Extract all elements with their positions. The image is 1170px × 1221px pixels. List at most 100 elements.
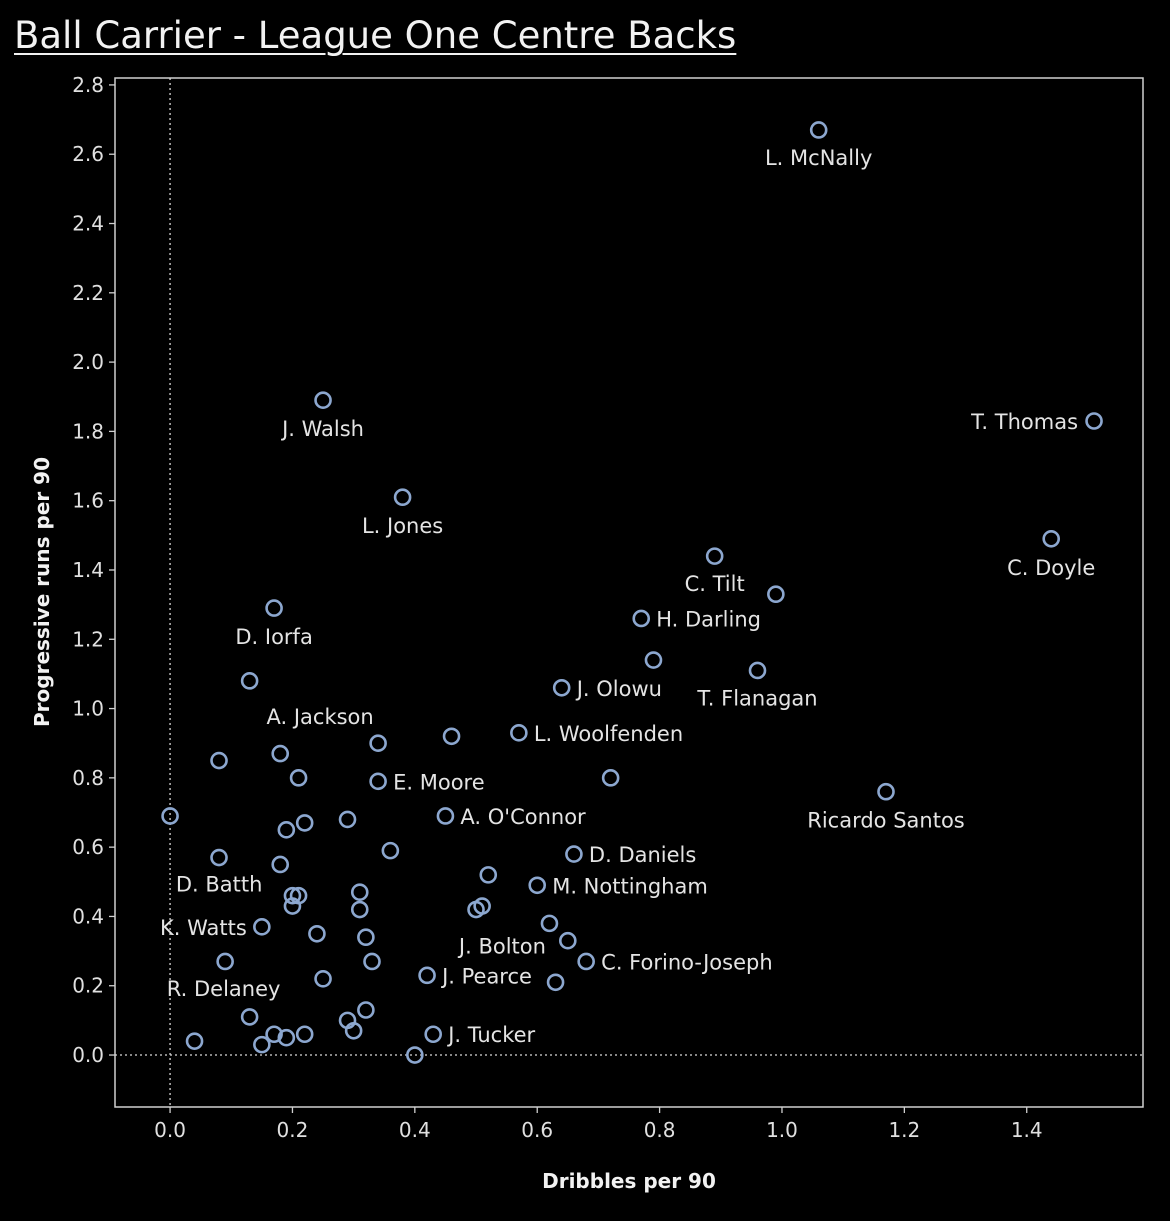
data-point[interactable] [308, 924, 326, 943]
chart-title: Ball Carrier - League One Centre Backs [14, 14, 737, 57]
point-label: D. Iorfa [235, 625, 312, 649]
data-point[interactable] [877, 782, 895, 801]
data-point[interactable] [210, 751, 228, 770]
data-point[interactable] [442, 727, 461, 746]
data-point[interactable] [393, 488, 412, 507]
data-point[interactable] [344, 1021, 363, 1040]
data-point[interactable] [314, 970, 332, 988]
y-tick-label: 0.0 [72, 1043, 104, 1067]
data-point[interactable] [510, 724, 528, 742]
y-tick-label: 0.2 [72, 974, 104, 998]
data-point[interactable] [295, 1025, 314, 1044]
y-tick-label: 1.2 [72, 627, 104, 651]
y-tick-label: 2.6 [72, 142, 104, 166]
data-point[interactable] [1085, 412, 1103, 430]
data-point[interactable] [406, 1046, 424, 1064]
data-point[interactable] [210, 848, 228, 867]
data-point[interactable] [418, 966, 436, 985]
data-point[interactable] [253, 918, 271, 936]
data-point[interactable] [216, 952, 234, 971]
data-point[interactable] [363, 952, 381, 971]
point-label: J. Olowu [575, 677, 662, 701]
x-tick-label: 1.0 [766, 1118, 798, 1142]
point-label: C. Doyle [1007, 556, 1095, 580]
point-label: T. Thomas [970, 410, 1078, 434]
data-point[interactable] [1042, 529, 1061, 548]
y-tick-label: 1.4 [72, 558, 104, 582]
y-tick-label: 1.8 [72, 419, 104, 443]
data-point[interactable] [473, 897, 491, 915]
x-tick-label: 0.8 [644, 1118, 676, 1142]
y-tick-label: 2.4 [72, 212, 104, 236]
data-point[interactable] [559, 931, 577, 950]
point-label: J. Walsh [280, 417, 364, 441]
data-point[interactable] [289, 769, 308, 787]
data-point[interactable] [240, 672, 259, 690]
x-tick-label: 0.0 [154, 1118, 186, 1142]
point-label: L. Woolfenden [534, 722, 683, 746]
data-point[interactable] [540, 914, 559, 933]
point-label: J. Bolton [457, 934, 546, 958]
data-point[interactable] [271, 855, 290, 874]
data-point[interactable] [357, 1001, 375, 1019]
data-point[interactable] [295, 814, 314, 832]
data-point[interactable] [767, 585, 785, 604]
point-label: T. Flanagan [696, 686, 817, 710]
data-point[interactable] [528, 876, 547, 895]
x-axis-label: Dribbles per 90 [542, 1169, 716, 1193]
x-tick-label: 0.6 [521, 1118, 553, 1142]
data-point[interactable] [705, 547, 724, 565]
data-point[interactable] [350, 883, 369, 901]
data-point[interactable] [809, 121, 828, 139]
plot-frame [114, 77, 1144, 1108]
data-point[interactable] [565, 845, 583, 863]
y-tick-label: 0.8 [72, 766, 104, 790]
data-point[interactable] [552, 678, 571, 697]
point-label: M. Nottingham [552, 874, 708, 898]
data-point[interactable] [240, 1008, 259, 1026]
data-point[interactable] [161, 807, 179, 825]
data-point[interactable] [644, 651, 663, 669]
y-tick-label: 2.0 [72, 350, 104, 374]
point-label: K. Watts [160, 916, 247, 940]
data-point[interactable] [577, 952, 595, 971]
data-point[interactable] [314, 391, 332, 410]
point-label: A. Jackson [267, 705, 374, 729]
data-point[interactable] [436, 807, 455, 825]
x-tick-label: 0.4 [399, 1118, 431, 1142]
data-point[interactable] [277, 821, 296, 839]
data-point[interactable] [369, 772, 387, 791]
y-tick-label: 2.2 [72, 281, 104, 305]
data-point[interactable] [338, 810, 357, 829]
data-point[interactable] [357, 928, 375, 947]
point-label: L. McNally [765, 146, 872, 170]
point-label: H. Darling [656, 607, 761, 631]
data-point[interactable] [632, 609, 651, 628]
data-point[interactable] [369, 734, 387, 753]
data-point[interactable] [265, 1025, 283, 1044]
data-point[interactable] [350, 900, 369, 919]
data-point[interactable] [479, 866, 498, 884]
data-point[interactable] [546, 973, 565, 992]
point-label: R. Delaney [167, 977, 281, 1001]
point-label: Ricardo Santos [807, 809, 965, 833]
point-label: E. Moore [393, 770, 485, 794]
data-point[interactable] [748, 661, 767, 680]
data-point[interactable] [185, 1032, 204, 1050]
data-point[interactable] [283, 897, 302, 915]
x-tick-label: 1.4 [1011, 1118, 1043, 1142]
data-point[interactable] [283, 886, 302, 905]
data-point[interactable] [265, 599, 283, 617]
data-point[interactable] [277, 1028, 296, 1047]
data-point[interactable] [424, 1025, 442, 1044]
data-point[interactable] [381, 841, 400, 860]
point-label: J. Pearce [440, 964, 532, 988]
y-tick-label: 0.6 [72, 835, 104, 859]
data-point[interactable] [271, 744, 290, 763]
y-tick-label: 1.6 [72, 489, 104, 513]
point-label: L. Jones [362, 514, 443, 538]
data-point[interactable] [601, 769, 620, 787]
data-point[interactable] [253, 1035, 271, 1054]
y-tick-label: 0.4 [72, 904, 104, 928]
